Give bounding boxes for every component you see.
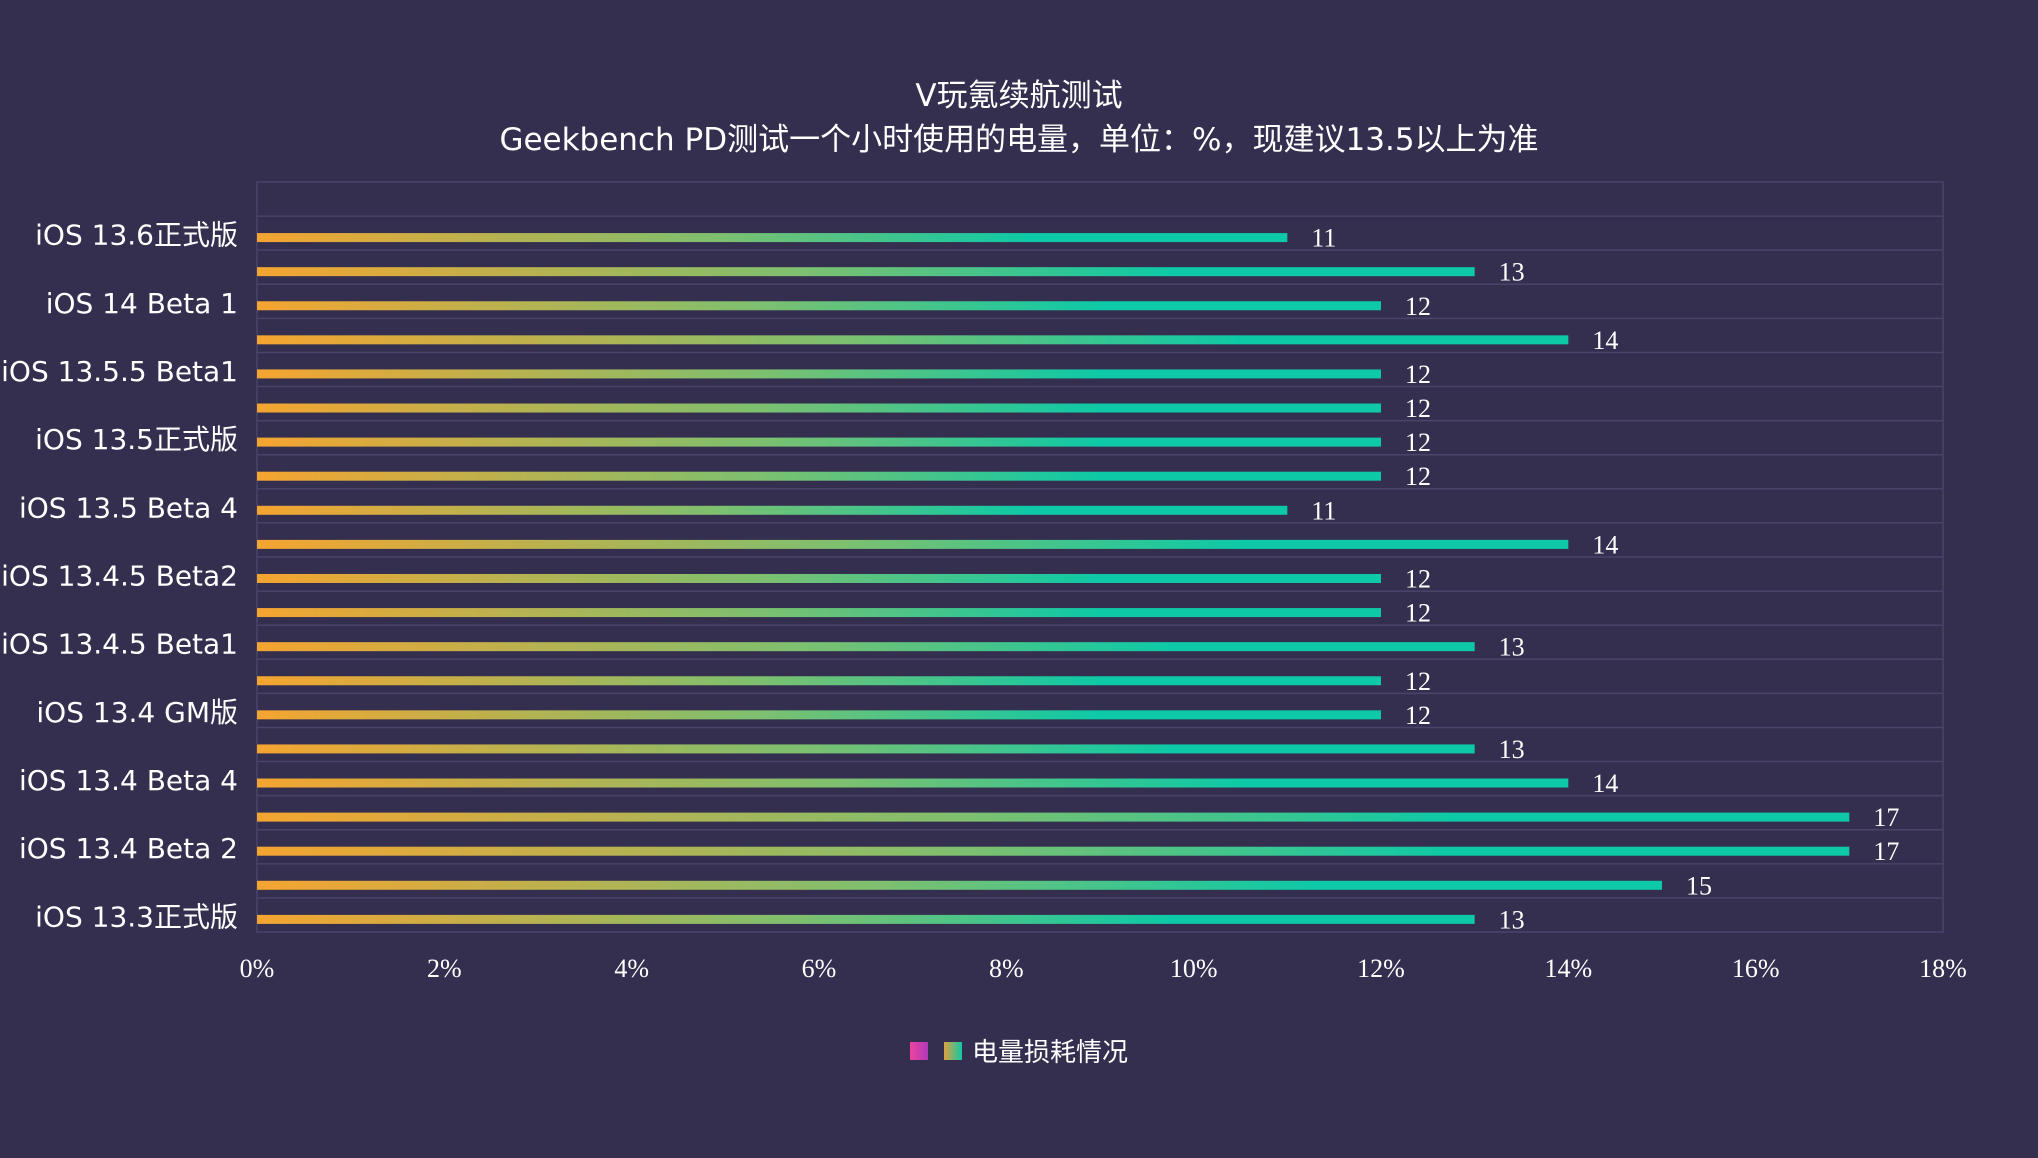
bar: [257, 744, 1475, 754]
data-label: 13: [1499, 258, 1525, 287]
data-label: 12: [1405, 564, 1431, 593]
bar: [257, 471, 1381, 481]
y-category-label: iOS 13.3正式版: [35, 900, 238, 933]
x-tick-label: 16%: [1732, 954, 1780, 983]
data-label: 13: [1499, 633, 1525, 662]
data-label: 12: [1405, 701, 1431, 730]
bar: [257, 812, 1850, 822]
x-tick-label: 4%: [614, 954, 649, 983]
data-label: 17: [1873, 803, 1899, 832]
x-tick-label: 0%: [240, 954, 275, 983]
data-label: 13: [1499, 905, 1525, 934]
data-label: 15: [1686, 871, 1712, 900]
data-label: 13: [1499, 735, 1525, 764]
data-label: 12: [1405, 360, 1431, 389]
bar: [257, 233, 1288, 243]
bar: [257, 573, 1381, 583]
x-tick-label: 18%: [1919, 954, 1967, 983]
y-category-label: iOS 13.4 GM版: [36, 696, 238, 729]
legend-swatch-pink: [909, 1041, 928, 1060]
x-tick-label: 8%: [989, 954, 1024, 983]
y-category-label: iOS 13.5正式版: [35, 423, 238, 456]
data-label: 12: [1405, 599, 1431, 628]
data-label: 12: [1405, 428, 1431, 457]
x-tick-label: 14%: [1544, 954, 1592, 983]
chart-subtitle: Geekbench PD测试一个小时使用的电量，单位：%，现建议13.5以上为准: [499, 122, 1539, 158]
bar: [257, 335, 1569, 345]
chart-title: V玩氪续航测试: [915, 78, 1123, 114]
x-tick-label: 12%: [1357, 954, 1405, 983]
data-label: 12: [1405, 292, 1431, 321]
legend: 电量损耗情况: [0, 1032, 2038, 1069]
legend-swatch-teal[interactable]: [943, 1041, 962, 1060]
y-category-label: iOS 13.4.5 Beta1: [1, 628, 238, 661]
data-label: 14: [1592, 530, 1618, 559]
bar: [257, 914, 1475, 924]
y-category-label: iOS 14 Beta 1: [46, 287, 238, 320]
bar: [257, 710, 1381, 720]
chart-title-block: V玩氪续航测试 Geekbench PD测试一个小时使用的电量，单位：%，现建议…: [0, 74, 2038, 162]
bar: [257, 539, 1569, 549]
data-label: 14: [1592, 769, 1618, 798]
bar: [257, 642, 1475, 652]
data-label: 12: [1405, 667, 1431, 696]
bar: [257, 778, 1569, 788]
legend-label: 电量损耗情况: [971, 1038, 1128, 1068]
data-label: 17: [1873, 837, 1899, 866]
bar: [257, 676, 1381, 686]
bar: [257, 505, 1288, 515]
data-label: 14: [1592, 326, 1618, 355]
bar: [257, 267, 1475, 277]
bar: [257, 846, 1850, 856]
bar: [257, 437, 1381, 447]
x-tick-label: 6%: [802, 954, 837, 983]
x-tick-label: 2%: [427, 954, 462, 983]
bar: [257, 880, 1662, 890]
x-tick-label: 10%: [1170, 954, 1218, 983]
y-category-label: iOS 13.4 Beta 2: [19, 832, 238, 865]
data-label: 12: [1405, 462, 1431, 491]
bar: [257, 369, 1381, 379]
y-category-label: iOS 13.5.5 Beta1: [1, 355, 238, 388]
y-category-label: iOS 13.4.5 Beta2: [1, 559, 238, 592]
bar: [257, 301, 1381, 311]
bar: [257, 403, 1381, 413]
data-label: 11: [1311, 496, 1336, 525]
data-label: 11: [1311, 224, 1336, 253]
y-category-label: iOS 13.6正式版: [35, 219, 238, 252]
data-label: 12: [1405, 394, 1431, 423]
y-category-label: iOS 13.4 Beta 4: [19, 764, 238, 797]
y-category-label: iOS 13.5 Beta 4: [19, 491, 238, 524]
bar: [257, 608, 1381, 618]
